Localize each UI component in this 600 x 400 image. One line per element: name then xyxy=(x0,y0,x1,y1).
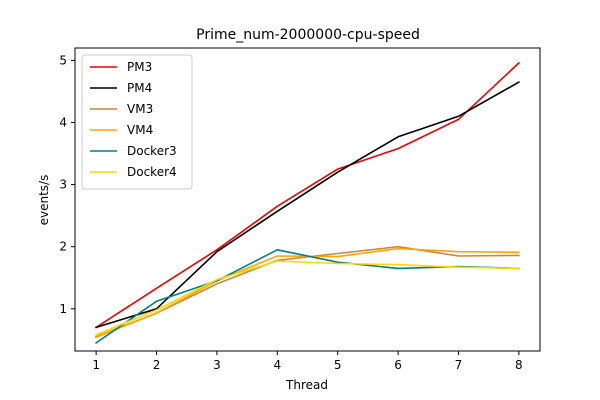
x-tick-label: 4 xyxy=(273,358,281,372)
x-tick-label: 1 xyxy=(92,358,100,372)
legend-label-docker3: Docker3 xyxy=(127,144,177,158)
y-tick-label: 1 xyxy=(59,302,67,316)
legend-label-pm3: PM3 xyxy=(127,60,152,74)
x-tick-label: 7 xyxy=(455,358,463,372)
legend-label-pm4: PM4 xyxy=(127,81,152,95)
y-tick-label: 3 xyxy=(59,178,67,192)
series-line-docker4 xyxy=(95,260,520,336)
x-tick-label: 2 xyxy=(153,358,161,372)
y-tick-label: 2 xyxy=(59,240,67,254)
legend-label-docker4: Docker4 xyxy=(127,165,177,179)
axes-frame xyxy=(74,47,541,352)
y-axis-label: events/s xyxy=(37,175,51,226)
x-tick-label: 5 xyxy=(334,358,342,372)
x-tick-label: 3 xyxy=(213,358,221,372)
x-tick-label: 6 xyxy=(394,358,402,372)
chart-title: Prime_num-2000000-cpu-speed xyxy=(196,27,420,43)
x-axis-label: Thread xyxy=(285,378,328,392)
legend-label-vm4: VM4 xyxy=(127,123,153,137)
plot-area xyxy=(94,61,521,345)
series-line-pm3 xyxy=(94,61,521,329)
y-tick-label: 5 xyxy=(59,53,67,67)
x-tick-label: 8 xyxy=(515,358,523,372)
axis-ticks: 1 2 3 4 5 6 7 8 1 2 3 4 5 xyxy=(59,53,522,372)
legend: PM3 PM4 VM3 VM4 Docker3 Docker4 xyxy=(81,54,193,190)
y-tick-label: 4 xyxy=(59,116,67,130)
legend-label-vm3: VM3 xyxy=(127,102,153,116)
series-line-pm4 xyxy=(95,81,520,329)
